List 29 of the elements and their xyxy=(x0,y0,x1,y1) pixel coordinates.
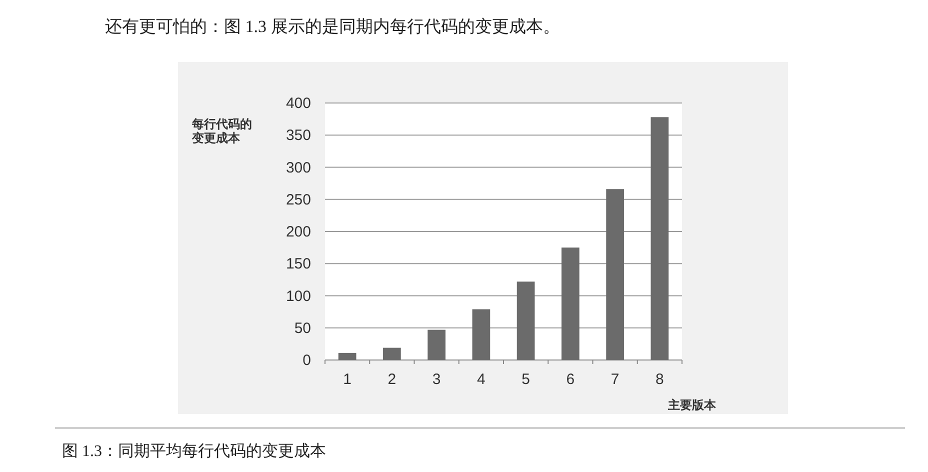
bar xyxy=(383,348,401,360)
x-tick-label: 5 xyxy=(522,371,530,388)
bar xyxy=(428,330,446,360)
y-tick-label: 100 xyxy=(286,288,311,305)
bar xyxy=(650,117,669,360)
x-tick-label: 1 xyxy=(343,371,352,388)
x-tick-label: 4 xyxy=(477,371,486,388)
y-tick-label: 300 xyxy=(286,159,311,176)
caption: 图 1.3：同期平均每行代码的变更成本 xyxy=(62,442,326,460)
y-tick-label: 350 xyxy=(286,127,311,144)
y-tick-label: 400 xyxy=(286,95,311,112)
y-tick-label: 150 xyxy=(286,256,311,273)
bar xyxy=(338,352,356,360)
y-tick-label: 250 xyxy=(286,191,311,208)
bar xyxy=(562,248,580,360)
title: 还有更可怕的：图 1.3 展示的是同期内每行代码的变更成本。 xyxy=(105,17,560,36)
x-axis-title: 主要版本 xyxy=(667,398,717,412)
bar xyxy=(516,282,535,360)
y-tick-label: 50 xyxy=(294,320,311,337)
x-tick-label: 8 xyxy=(656,371,664,388)
x-tick-label: 3 xyxy=(432,371,441,388)
y-axis-title: 每行代码的变更成本 xyxy=(191,117,252,145)
y-tick-label: 0 xyxy=(302,352,311,369)
x-tick-label: 6 xyxy=(566,371,575,388)
y-tick-label: 200 xyxy=(286,224,311,240)
x-tick-label: 2 xyxy=(388,371,396,388)
bar xyxy=(472,309,490,360)
x-tick-label: 7 xyxy=(610,371,620,388)
bar xyxy=(606,189,624,360)
